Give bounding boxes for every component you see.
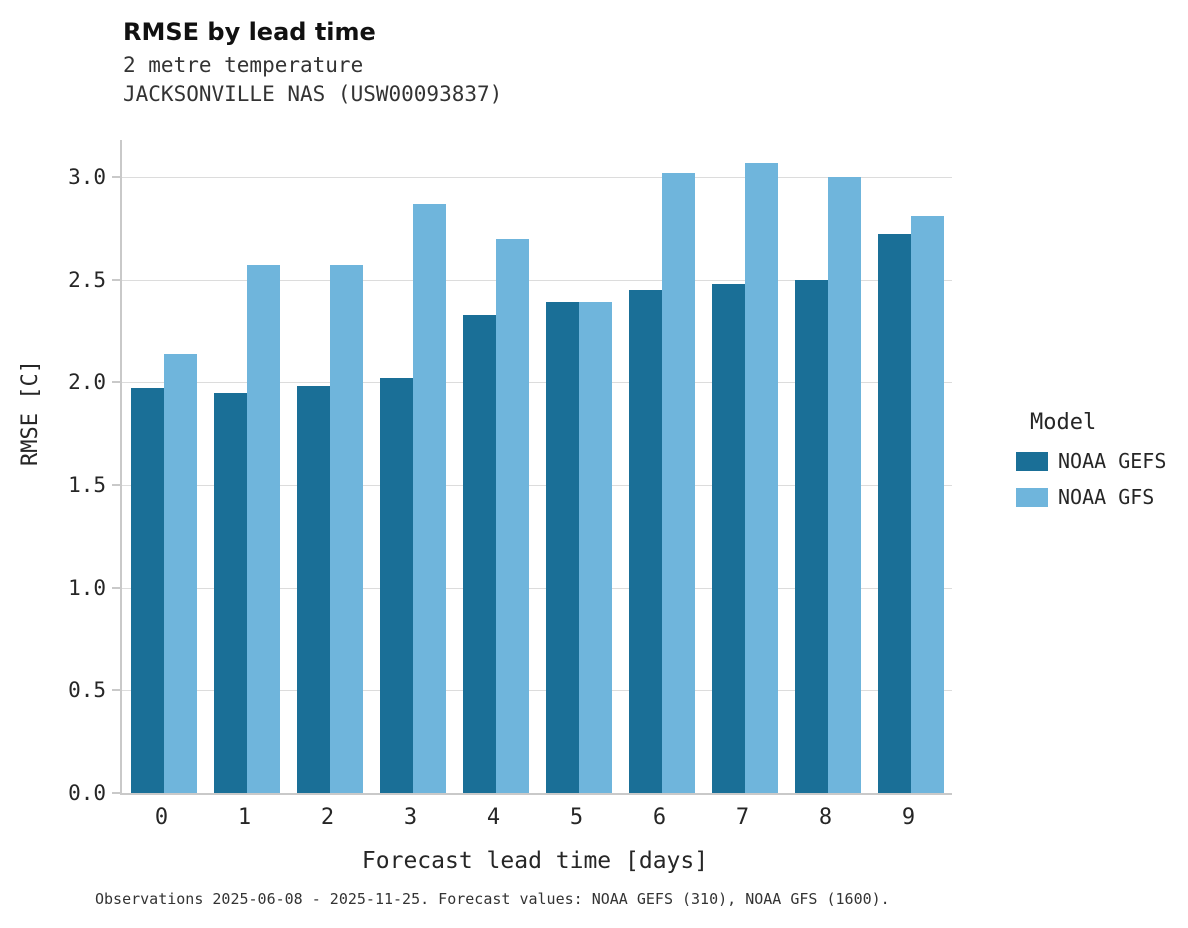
chart-subtitle-station: JACKSONVILLE NAS (USW00093837) <box>123 82 503 106</box>
y-tick-mark <box>112 381 120 384</box>
legend-entry: NOAA GEFS <box>1016 449 1186 473</box>
bar-noaa-gfs <box>744 162 778 793</box>
plot-area <box>120 140 952 795</box>
bar-noaa-gefs <box>130 388 164 793</box>
bar-noaa-gfs <box>661 172 695 793</box>
y-tick-label: 0.5 <box>68 678 106 703</box>
y-tick-label: 2.0 <box>68 370 106 395</box>
gridline <box>122 690 952 692</box>
legend: Model NOAA GEFS NOAA GFS <box>1016 410 1186 521</box>
bar-noaa-gefs <box>213 392 247 793</box>
y-tick-mark <box>112 483 120 486</box>
gridline <box>122 176 952 178</box>
y-tick-mark <box>112 278 120 281</box>
chart-subtitle-variable: 2 metre temperature <box>123 53 364 77</box>
x-tick-label: 5 <box>569 805 584 830</box>
x-axis-ticks: 0 1 2 3 4 5 6 7 8 9 <box>120 805 950 839</box>
bar-noaa-gfs <box>827 176 861 793</box>
legend-swatch-icon <box>1016 451 1048 471</box>
gridline <box>122 279 952 281</box>
legend-swatch-icon <box>1016 487 1048 507</box>
gridline <box>122 382 952 384</box>
bar-noaa-gefs <box>379 378 413 793</box>
y-tick-label: 2.5 <box>68 267 106 292</box>
bar-noaa-gefs <box>296 386 330 793</box>
bar-noaa-gfs <box>495 238 529 793</box>
bar-noaa-gefs <box>877 234 911 793</box>
bar-noaa-gfs <box>246 265 280 793</box>
bar-noaa-gfs <box>910 215 944 793</box>
bar-noaa-gfs <box>329 265 363 793</box>
bar-noaa-gefs <box>794 279 828 793</box>
chart-title: RMSE by lead time <box>123 18 376 46</box>
y-tick-label: 1.5 <box>68 472 106 497</box>
x-tick-label: 3 <box>403 805 418 830</box>
x-tick-label: 2 <box>320 805 335 830</box>
x-tick-label: 6 <box>652 805 667 830</box>
x-tick-label: 0 <box>154 805 169 830</box>
bar-noaa-gefs <box>711 283 745 793</box>
bar-noaa-gefs <box>462 314 496 793</box>
legend-label: NOAA GEFS <box>1058 449 1167 473</box>
y-tick-mark <box>112 586 120 589</box>
y-tick-mark <box>112 792 120 794</box>
x-axis-label: Forecast lead time [days] <box>361 848 709 874</box>
x-tick-label: 1 <box>237 805 252 830</box>
gridline <box>122 484 952 486</box>
legend-entry: NOAA GFS <box>1016 485 1186 509</box>
bar-noaa-gefs <box>628 289 662 793</box>
x-tick-label: 8 <box>818 805 833 830</box>
y-tick-mark <box>112 689 120 692</box>
y-tick-label: 1.0 <box>68 575 106 600</box>
y-tick-label: 3.0 <box>68 164 106 189</box>
legend-label: NOAA GFS <box>1058 485 1155 509</box>
legend-title: Model <box>1030 410 1097 435</box>
bar-noaa-gfs <box>578 302 612 793</box>
figure-caption: Observations 2025-06-08 - 2025-11-25. Fo… <box>95 890 890 908</box>
y-tick-label: 0.0 <box>68 781 106 805</box>
gridline <box>122 587 952 589</box>
x-tick-label: 9 <box>901 805 916 830</box>
bar-noaa-gefs <box>545 302 579 793</box>
bar-noaa-gfs <box>163 353 197 793</box>
y-axis-ticks: 0.0 0.5 1.0 1.5 2.0 2.5 3.0 <box>0 140 120 805</box>
x-tick-label: 7 <box>735 805 750 830</box>
x-tick-label: 4 <box>486 805 501 830</box>
y-tick-mark <box>112 175 120 178</box>
bar-noaa-gfs <box>412 203 446 793</box>
